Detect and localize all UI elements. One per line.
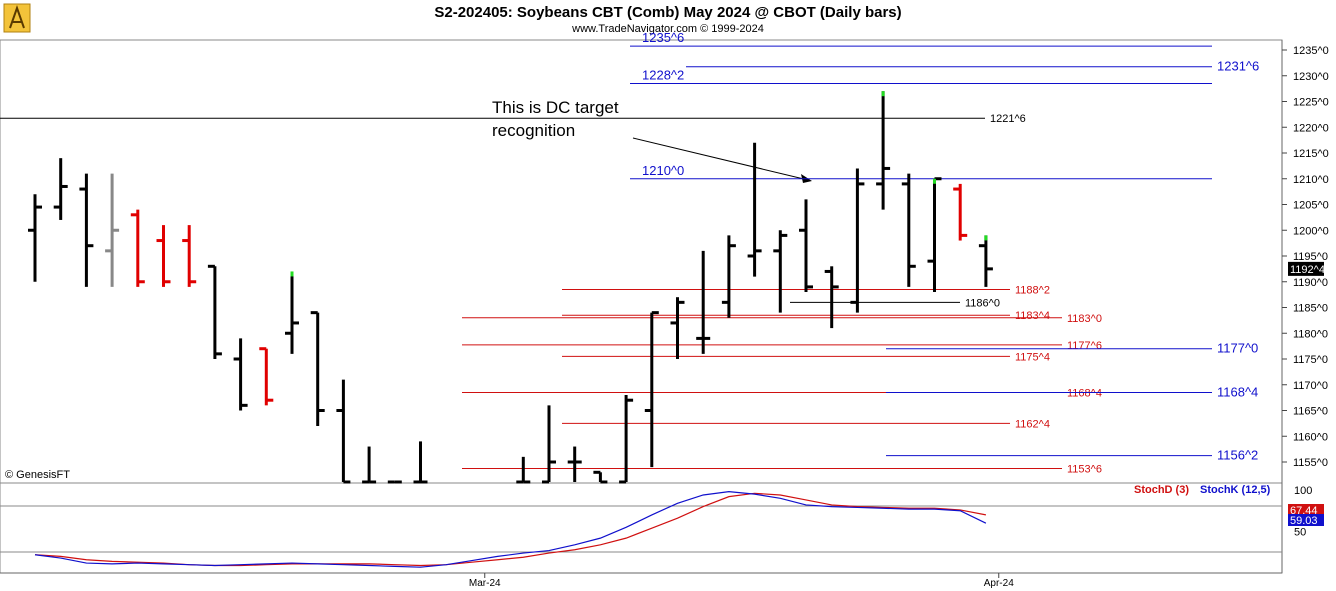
ohlc-bar: [567, 446, 582, 482]
ohlc-bar: [850, 168, 865, 313]
ohlc-bar: [927, 177, 942, 293]
y-tick-label: 1200^0: [1293, 225, 1329, 237]
ohlc-bar: [901, 173, 916, 287]
level-label: 1210^0: [642, 163, 684, 178]
level-label: 1183^4: [1015, 310, 1050, 322]
logo-icon: [3, 3, 31, 33]
legend-stochk: StochK (12,5): [1200, 484, 1271, 496]
price-panel: [0, 39, 1283, 484]
x-tick-label: Mar-24: [469, 578, 501, 589]
y-tick-label: 1220^0: [1293, 122, 1329, 134]
stoch-last-box: [1288, 514, 1324, 526]
y-tick-label: 1215^0: [1293, 148, 1329, 160]
stoch-last-box: [1288, 504, 1324, 516]
ohlc-bar: [362, 446, 377, 484]
stoch-series-line: [34, 491, 987, 568]
y-tick-label: 1160^0: [1293, 431, 1328, 443]
level-label: 1231^6: [1217, 59, 1259, 74]
y-tick-label: 1185^0: [1293, 303, 1328, 315]
level-label: 1153^6: [1067, 463, 1102, 475]
level-label: 1175^4: [1015, 351, 1050, 363]
ohlc-bar: [978, 235, 993, 287]
y-tick-label: 1155^0: [1293, 457, 1328, 469]
ohlc-bar: [516, 456, 531, 484]
ohlc-bar: [824, 266, 839, 329]
y-tick-label: 1210^0: [1293, 174, 1329, 186]
legend-stochd: StochD (3): [1134, 484, 1189, 496]
annotation-line1: This is DC target: [492, 98, 619, 117]
ohlc-bar: [721, 235, 736, 318]
ohlc-bar: [259, 347, 274, 406]
ohlc-bar: [593, 470, 608, 484]
y-tick-label: 1230^0: [1293, 71, 1329, 83]
ohlc-bar: [387, 480, 402, 484]
y-tick-label: 1175^0: [1293, 354, 1328, 366]
ohlc-bar: [542, 405, 556, 484]
y-tick-label: 1235^0: [1293, 45, 1329, 57]
level-label: 1168^4: [1067, 387, 1102, 399]
ohlc-bar: [53, 158, 68, 220]
stoch-panel: [0, 482, 1283, 574]
ohlc-bar: [799, 199, 813, 293]
x-tick-label: Apr-24: [984, 578, 1014, 589]
chart-subtitle: www.TradeNavigator.com © 1999-2024: [571, 23, 764, 35]
level-label: 1183^0: [1067, 313, 1102, 325]
ohlc-bar: [79, 173, 94, 287]
ohlc-bar: [182, 225, 197, 287]
level-label: 1177^0: [1217, 341, 1258, 356]
level-label: 1228^2: [642, 67, 684, 82]
ohlc-bar: [233, 338, 248, 411]
stoch-last-label: 59.03: [1290, 515, 1318, 527]
ohlc-bar: [773, 230, 788, 313]
y-tick-label: 1170^0: [1293, 380, 1328, 392]
ohlc-bar: [28, 194, 42, 282]
level-label: 1177^6: [1067, 340, 1102, 352]
ohlc-bar: [105, 173, 120, 287]
y-tick-label: 1205^0: [1293, 200, 1329, 212]
level-label: 1162^4: [1015, 418, 1050, 430]
y-axis-ticks: 1235^0 1230^0 1225^0 1220^0 1215^0 1210^0 1205…: [1282, 45, 1329, 469]
level-lines: 1235^6 1231^6 1228^2 1221^6 1210^0 1188^2 1186…: [0, 30, 1259, 475]
annotation-line2: recognition: [492, 121, 575, 140]
ohlc-bar: [619, 395, 634, 484]
y-tick-label: 1165^0: [1293, 406, 1328, 418]
y-tick-label: 1195^0: [1293, 251, 1328, 263]
ohlc-bar: [644, 311, 659, 468]
x-axis-ticks: Mar-24 Apr-24: [469, 573, 1014, 589]
level-label: 1188^2: [1015, 284, 1050, 296]
chart-title: S2-202405: Soybeans CBT (Comb) May 2024 …: [434, 4, 901, 21]
last-price-box: [1288, 261, 1324, 276]
ohlc-bar: [207, 264, 222, 359]
ohlc-bar: [413, 441, 428, 484]
ohlc-bar: [310, 311, 325, 426]
y-tick-label: 1180^0: [1293, 328, 1328, 340]
ohlc-bar: [336, 379, 351, 484]
stoch-tick-label: 50: [1294, 527, 1306, 539]
ohlc-bar: [285, 271, 299, 354]
ohlc-bar: [953, 183, 968, 241]
last-price-label: 1192^4: [1290, 264, 1325, 276]
level-label: 1186^0: [965, 297, 1000, 309]
watermark: © GenesisFT: [5, 469, 70, 481]
ohlc-bar: [747, 142, 762, 277]
level-label: 1221^6: [990, 113, 1026, 125]
level-label: 1235^6: [642, 30, 684, 45]
level-label: 1156^2: [1217, 448, 1258, 463]
y-tick-label: 1190^0: [1293, 277, 1328, 289]
ohlc-bar: [696, 250, 711, 354]
ohlc-bars: [28, 91, 993, 484]
ohlc-bar: [876, 91, 891, 210]
y-tick-label: 1225^0: [1293, 97, 1329, 109]
ohlc-bar: [156, 225, 171, 287]
ohlc-bar: [670, 297, 685, 359]
level-label: 1168^4: [1217, 384, 1258, 399]
ohlc-bar: [130, 209, 145, 287]
stoch-tick-label: 100: [1294, 485, 1312, 497]
